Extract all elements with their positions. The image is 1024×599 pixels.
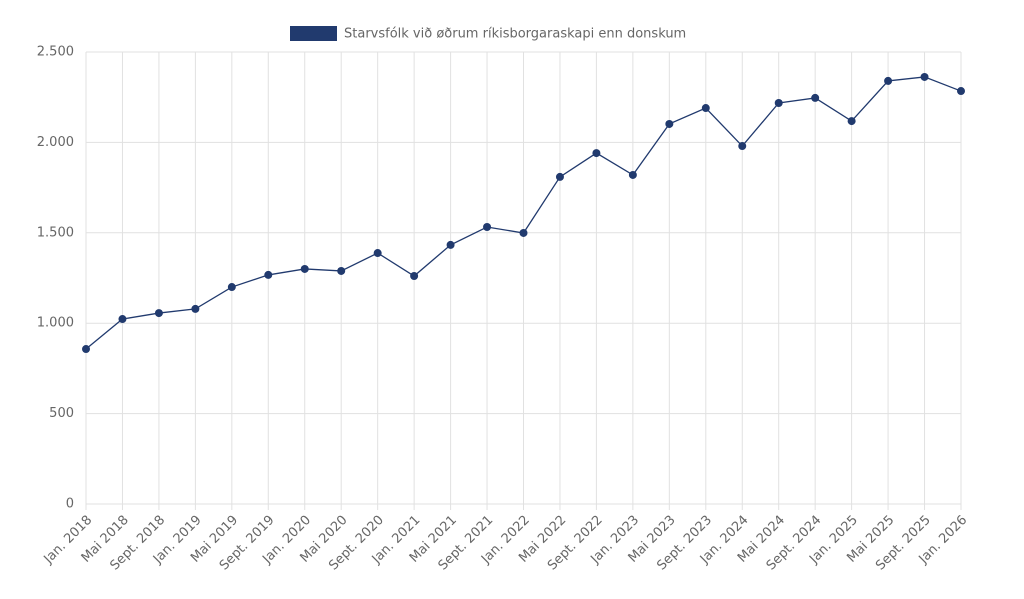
data-point bbox=[300, 264, 309, 273]
data-point bbox=[373, 249, 382, 258]
y-tick-label: 500 bbox=[49, 406, 74, 421]
data-point bbox=[738, 142, 747, 151]
data-point bbox=[154, 309, 163, 318]
data-point bbox=[628, 170, 637, 179]
data-point bbox=[191, 304, 200, 313]
y-tick-label: 2.500 bbox=[37, 45, 74, 60]
data-point bbox=[446, 240, 455, 249]
data-point bbox=[483, 223, 492, 232]
data-point bbox=[920, 72, 929, 81]
data-point bbox=[592, 149, 601, 158]
data-point bbox=[847, 117, 856, 126]
data-point bbox=[227, 283, 236, 292]
data-point bbox=[555, 172, 564, 181]
y-tick-label: 0 bbox=[66, 497, 74, 512]
data-point bbox=[264, 270, 273, 279]
data-point bbox=[337, 266, 346, 275]
data-point bbox=[811, 93, 820, 102]
data-point bbox=[701, 104, 710, 113]
data-point bbox=[774, 98, 783, 107]
data-point bbox=[118, 315, 127, 324]
data-point bbox=[519, 228, 528, 237]
data-point bbox=[957, 87, 965, 96]
y-tick-label: 1.000 bbox=[37, 316, 74, 331]
data-point bbox=[410, 272, 419, 281]
legend-swatch bbox=[290, 26, 337, 41]
y-tick-label: 2.000 bbox=[37, 135, 74, 150]
legend-label: Starvsfólk við øðrum ríkisborgaraskapi e… bbox=[344, 27, 686, 42]
data-point bbox=[665, 119, 674, 128]
y-tick-label: 1.500 bbox=[37, 225, 74, 240]
data-point bbox=[884, 76, 893, 85]
data-point bbox=[82, 345, 90, 354]
